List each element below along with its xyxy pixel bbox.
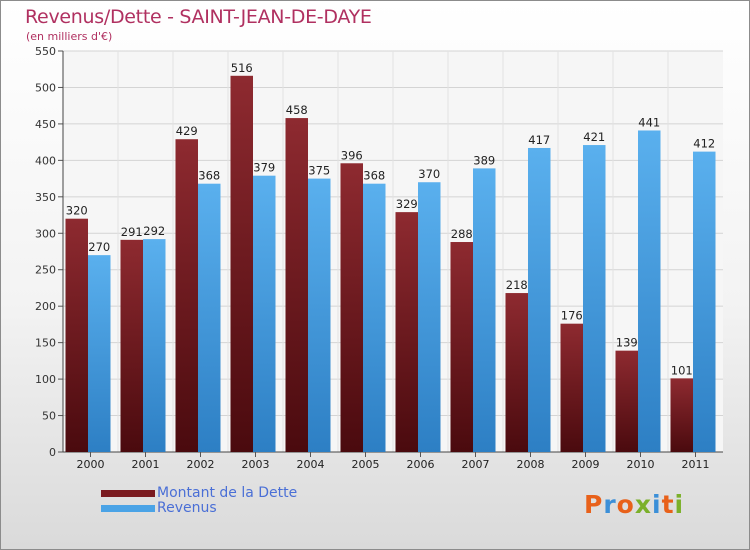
- bar-revenus: [253, 175, 276, 452]
- bar-revenus: [528, 147, 551, 452]
- bar-revenus: [308, 178, 331, 452]
- bar-revenus: [88, 255, 111, 452]
- logo-letter: x: [634, 490, 652, 519]
- bar-revenus: [363, 183, 386, 452]
- data-label: 396: [341, 148, 363, 162]
- data-label: 368: [363, 169, 385, 183]
- bar-dette: [450, 242, 473, 452]
- x-tick-label: 2002: [187, 458, 215, 471]
- x-tick-label: 2010: [627, 458, 655, 471]
- logo-letter: o: [616, 490, 635, 519]
- y-tick-label: 0: [49, 446, 56, 459]
- data-label: 458: [286, 103, 308, 117]
- data-label: 379: [253, 161, 275, 175]
- logo-letter: t: [661, 490, 675, 519]
- bar-dette: [395, 212, 418, 452]
- logo-letter: i: [652, 490, 662, 519]
- y-tick-label: 300: [35, 227, 56, 240]
- x-tick-label: 2000: [77, 458, 105, 471]
- legend-label-revenus: Revenus: [157, 500, 217, 516]
- bar-revenus: [638, 130, 661, 453]
- logo-letter: r: [603, 490, 617, 519]
- x-tick-label: 2004: [297, 458, 325, 471]
- data-label: 429: [176, 124, 198, 138]
- bar-dette: [615, 350, 638, 452]
- logo-letter: i: [674, 490, 685, 519]
- x-tick-label: 2003: [242, 458, 270, 471]
- data-label: 139: [616, 336, 638, 350]
- legend-swatch-revenus: [101, 505, 155, 512]
- data-label: 292: [143, 224, 165, 238]
- x-tick-label: 2001: [132, 458, 160, 471]
- y-tick-label: 400: [35, 154, 56, 167]
- data-label: 368: [198, 169, 220, 183]
- bar-revenus: [143, 239, 166, 452]
- data-label: 288: [451, 227, 473, 241]
- bar-revenus: [693, 151, 716, 452]
- y-tick-label: 200: [35, 300, 56, 313]
- data-label: 389: [473, 153, 495, 167]
- legend-label-dette: Montant de la Dette: [157, 485, 298, 501]
- bar-dette: [230, 75, 253, 452]
- bar-dette: [285, 118, 308, 453]
- data-label: 291: [121, 225, 143, 239]
- data-label: 421: [583, 130, 605, 144]
- data-label: 176: [561, 309, 583, 323]
- logo-letter: P: [584, 490, 604, 519]
- data-label: 320: [66, 204, 88, 218]
- x-tick-label: 2011: [682, 458, 710, 471]
- bar-revenus: [473, 168, 496, 452]
- x-tick-label: 2009: [572, 458, 600, 471]
- data-label: 516: [231, 61, 253, 75]
- y-tick-label: 450: [35, 118, 56, 131]
- bar-revenus: [583, 145, 606, 452]
- x-tick-label: 2006: [407, 458, 435, 471]
- y-tick-label: 50: [42, 410, 56, 423]
- data-label: 375: [308, 164, 330, 178]
- bar-revenus: [418, 182, 441, 452]
- data-label: 441: [638, 115, 660, 129]
- x-tick-label: 2007: [462, 458, 490, 471]
- bar-dette: [340, 163, 363, 452]
- x-tick-label: 2005: [352, 458, 380, 471]
- data-label: 412: [693, 137, 715, 151]
- x-tick-label: 2008: [517, 458, 545, 471]
- bar-dette: [175, 139, 198, 452]
- y-tick-label: 250: [35, 264, 56, 277]
- bar-dette: [670, 378, 693, 452]
- y-tick-label: 350: [35, 191, 56, 204]
- data-label: 218: [506, 278, 528, 292]
- data-label: 370: [418, 167, 440, 181]
- legend-swatch-dette: [101, 490, 155, 497]
- bar-dette: [120, 239, 143, 452]
- y-tick-label: 150: [35, 337, 56, 350]
- proxiti-logo: Proxiti: [584, 490, 684, 519]
- y-tick-label: 500: [35, 81, 56, 94]
- data-label: 101: [671, 363, 693, 377]
- y-tick-label: 100: [35, 373, 56, 386]
- y-tick-label: 550: [35, 45, 56, 58]
- bar-dette: [65, 218, 88, 452]
- data-label: 270: [88, 240, 110, 254]
- bar-revenus: [198, 183, 221, 452]
- bar-dette: [560, 323, 583, 452]
- chart-subtitle: (en milliers d'€): [26, 30, 113, 43]
- chart-title: Revenus/Dette - SAINT-JEAN-DE-DAYE: [25, 6, 372, 28]
- bar-dette: [505, 293, 528, 452]
- data-label: 417: [528, 133, 550, 147]
- data-label: 329: [396, 197, 418, 211]
